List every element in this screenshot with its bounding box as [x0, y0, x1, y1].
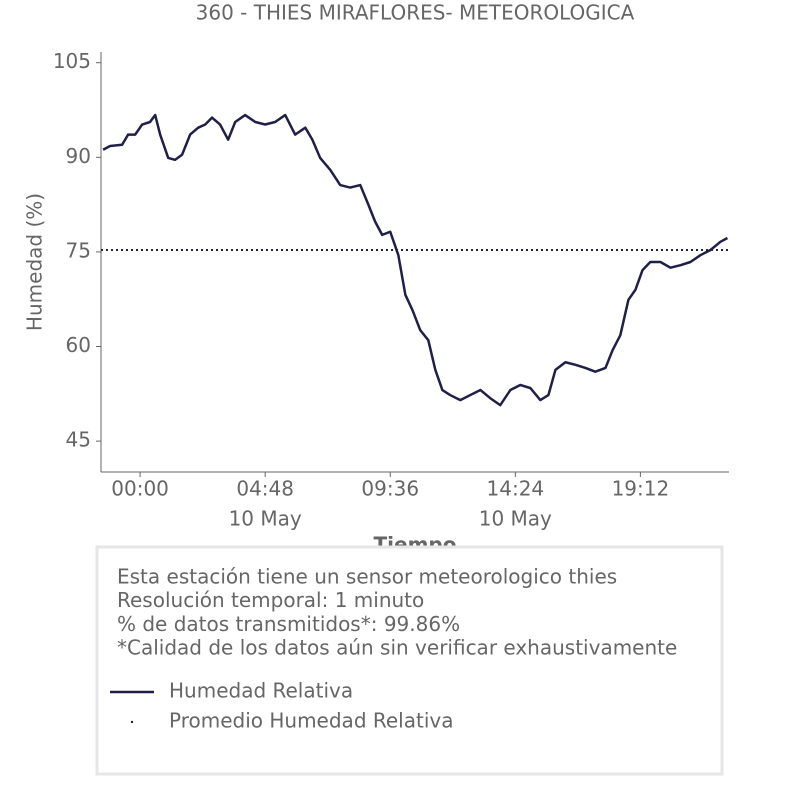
- x-tick-label: 00:00: [111, 477, 169, 501]
- chart-title: 360 - THIES MIRAFLORES- METEOROLOGICA: [196, 1, 635, 25]
- y-axis-label: Humedad (%): [23, 193, 47, 331]
- x-tick-label: 14:24: [487, 477, 545, 501]
- y-tick-label: 60: [66, 333, 91, 357]
- legend-swatch: [130, 720, 134, 724]
- x-tick-label: 09:36: [361, 477, 419, 501]
- x-tick-sublabel: 10 May: [229, 507, 302, 531]
- legend-label: Humedad Relativa: [169, 679, 353, 703]
- y-tick-label: 105: [53, 49, 91, 73]
- y-tick-label: 90: [66, 144, 91, 168]
- x-tick-label: 04:48: [236, 477, 294, 501]
- line-series: [102, 113, 729, 407]
- y-tick-label: 45: [66, 428, 91, 452]
- y-tick-label: 75: [66, 238, 91, 262]
- x-tick-sublabel: 10 May: [479, 507, 552, 531]
- note: Esta estación tiene un sensor meteorolog…: [117, 565, 617, 589]
- legend-box: [95, 545, 724, 776]
- note: % de datos transmitidos*: 99.86%: [117, 612, 460, 636]
- note: *Calidad de los datos aún sin verificar …: [117, 636, 677, 660]
- legend-label: Promedio Humedad Relativa: [169, 709, 453, 733]
- note: Resolución temporal: 1 minuto: [117, 588, 424, 612]
- x-tick-label: 19:12: [612, 477, 670, 501]
